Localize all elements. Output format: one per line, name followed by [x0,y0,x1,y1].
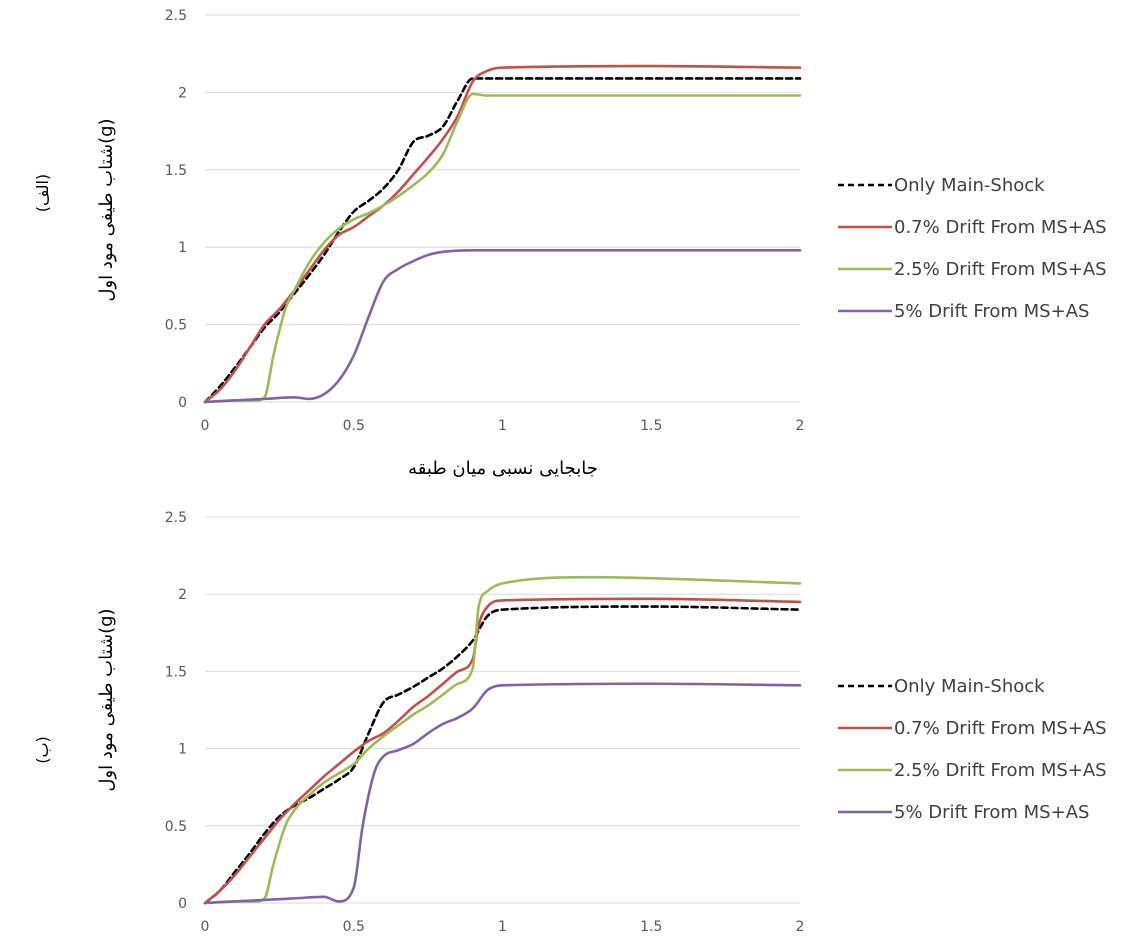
legend-label-b-3: 5% Drift From MS+AS [894,802,1089,823]
y-tick-label-a-0: 0 [178,395,187,411]
x-tick-label-b-2: 1 [498,919,507,935]
x-axis-title-a: جابجایی نسبی میان طبقه [408,458,598,479]
legend-label-b-1: 0.7% Drift From MS+AS [894,718,1107,739]
plot-area-b: 0 0.5 1 1.5 2 2.5 0 0.5 1 1.5 2 [165,510,805,935]
chart-b-svg: (ب) شتاب طیفی مود اول(g) 0 0.5 1 1.5 2 2.5 0 0.… [33,510,1107,935]
y-tick-label-a-3: 1.5 [165,163,187,179]
x-tick-label-b-1: 0.5 [343,919,365,935]
series-line-b-3 [203,682,802,905]
x-tick-label-a-0: 0 [201,418,210,434]
x-tick-label-b-0: 0 [201,919,210,935]
y-axis-title-b: شتاب طیفی مود اول(g) [96,608,117,791]
series-line-a-3 [203,248,802,404]
series-line-a-2 [203,92,802,404]
legend-label-b-2: 2.5% Drift From MS+AS [894,760,1107,781]
series-line-a-0 [203,77,802,404]
y-tick-label-b-2: 1 [178,742,187,758]
panel-label-a: (الف) [33,174,52,212]
x-tick-label-a-1: 0.5 [343,418,365,434]
x-tick-label-b-4: 2 [796,919,805,935]
series-line-a-1 [203,64,802,404]
y-axis-title-a: شتاب طیفی مود اول(g) [96,118,117,301]
x-tick-label-a-3: 1.5 [640,418,662,434]
legend-label-b-0: Only Main-Shock [894,676,1045,697]
series-line-b-2 [203,575,802,905]
legend-a: Only Main-Shock 0.7% Drift From MS+AS 2.5%… [838,175,1107,322]
legend-label-a-3: 5% Drift From MS+AS [894,301,1089,322]
x-tick-label-a-4: 2 [796,418,805,434]
chart-a-svg: (الف) شتاب طیفی مود اول(g) جابجایی نسبی … [33,8,1107,479]
y-tick-label-a-2: 1 [178,240,187,256]
panel-label-b: (ب) [33,736,52,764]
legend-label-a-2: 2.5% Drift From MS+AS [894,259,1107,280]
y-tick-label-a-1: 0.5 [165,318,187,334]
y-tick-label-b-5: 2.5 [165,510,187,526]
chart-panel-a: (الف) شتاب طیفی مود اول(g) جابجایی نسبی … [33,8,1107,479]
y-tick-label-b-4: 2 [178,587,187,603]
legend-label-a-1: 0.7% Drift From MS+AS [894,217,1107,238]
y-tick-label-b-3: 1.5 [165,664,187,680]
y-tick-label-a-4: 2 [178,85,187,101]
y-tick-label-b-0: 0 [178,896,187,912]
series-line-b-0 [203,605,802,905]
legend-label-a-0: Only Main-Shock [894,175,1045,196]
legend-b: Only Main-Shock 0.7% Drift From MS+AS 2.5%… [838,676,1107,823]
series-line-b-1 [203,597,802,905]
y-tick-label-a-5: 2.5 [165,8,187,24]
plot-area-a: 0 0.5 1 1.5 2 2.5 0 0.5 1 1.5 2 [165,8,805,434]
x-tick-label-a-2: 1 [498,418,507,434]
x-tick-label-b-3: 1.5 [640,919,662,935]
chart-panel-b: (ب) شتاب طیفی مود اول(g) 0 0.5 1 1.5 2 2.5 0 0.… [0,500,1135,938]
y-tick-label-b-1: 0.5 [165,819,187,835]
